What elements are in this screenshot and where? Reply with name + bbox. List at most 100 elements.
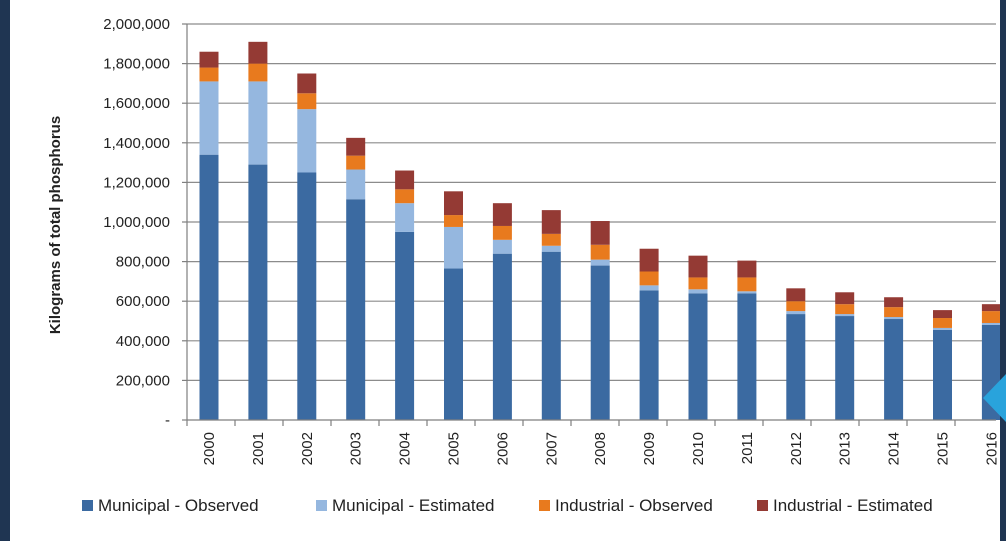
x-tick-label: 2006	[494, 432, 511, 465]
y-tick-labels: - 200,000 400,000 600,000 800,000 1,000,000 1,…	[103, 16, 170, 429]
bar-segment-industrial-observed	[786, 301, 806, 312]
x-tick-label: 2007	[543, 432, 560, 465]
bar-segment-municipal-observed	[639, 290, 659, 420]
x-tick-label: 2012	[788, 432, 805, 465]
bar-segment-municipal-estimated	[688, 289, 708, 294]
bar-segment-industrial-observed	[835, 304, 855, 315]
legend-swatch	[316, 500, 327, 511]
y-tick-label: 800,000	[116, 254, 170, 271]
x-tick-labels: 2000 2001 2002 2003 2004 2005 2006 2007 2008 2009…	[201, 432, 1000, 465]
bar-segment-industrial-estimated	[835, 292, 855, 305]
bar-segment-industrial-observed	[346, 155, 366, 170]
stacked-bar-chart: - 200,000 400,000 600,000 800,000 1,000,000 1,…	[47, 16, 1000, 515]
bar-segment-industrial-observed	[541, 233, 561, 246]
x-tick-label: 2015	[935, 432, 952, 465]
x-tick-label: 2000	[201, 432, 218, 465]
bar-segment-industrial-estimated	[199, 51, 219, 68]
bar-segment-industrial-estimated	[346, 137, 366, 156]
bar-segment-industrial-estimated	[395, 170, 415, 190]
bar-segment-municipal-observed	[248, 164, 268, 420]
bar-segment-industrial-estimated	[884, 297, 904, 308]
bar-segment-industrial-estimated	[933, 310, 952, 319]
x-tick-label: 2008	[592, 432, 609, 465]
x-tick-label: 2002	[299, 432, 316, 465]
bar-segment-municipal-observed	[737, 293, 757, 420]
bar-segment-industrial-observed	[590, 244, 610, 260]
blue-triangle-pointer-icon	[983, 374, 1006, 422]
bar-segment-municipal-estimated	[933, 327, 952, 330]
bar-segment-industrial-estimated	[786, 288, 806, 302]
y-tick-label: 400,000	[116, 333, 170, 350]
bar-segment-industrial-estimated	[981, 304, 1000, 312]
bar-segment-industrial-observed	[297, 93, 317, 110]
x-tick-label: 2016	[983, 432, 1000, 465]
legend: Municipal - Observed Municipal - Estimate…	[82, 496, 933, 515]
bar-segment-municipal-observed	[395, 231, 415, 420]
bar-segment-municipal-observed	[346, 199, 366, 420]
bar-segment-municipal-estimated	[835, 314, 855, 317]
bar-segment-municipal-observed	[835, 316, 855, 420]
bar-segment-municipal-estimated	[248, 81, 268, 165]
bar-segment-municipal-estimated	[297, 109, 317, 173]
legend-swatch	[757, 500, 768, 511]
bar-segment-municipal-estimated	[639, 285, 659, 291]
y-tick-label: 2,000,000	[103, 16, 170, 33]
y-tick-label: -	[165, 412, 170, 429]
bar-segment-industrial-observed	[639, 271, 659, 286]
bar-segment-industrial-estimated	[590, 221, 610, 245]
y-tick-label: 1,400,000	[103, 135, 170, 152]
bar-segment-municipal-estimated	[786, 311, 806, 315]
bar-segment-industrial-estimated	[248, 41, 268, 64]
bar-segment-municipal-observed	[199, 154, 219, 420]
bar-segment-municipal-estimated	[981, 322, 1000, 325]
x-tick-label: 2014	[886, 432, 903, 465]
bars	[199, 41, 1000, 420]
y-tick-label: 1,200,000	[103, 174, 170, 191]
bar-segment-industrial-observed	[933, 318, 952, 328]
bar-segment-industrial-estimated	[444, 191, 463, 216]
legend-swatch	[82, 500, 93, 511]
x-tick-label: 2010	[690, 432, 707, 465]
y-tick-label: 1,600,000	[103, 95, 170, 112]
bar-segment-municipal-observed	[786, 314, 806, 420]
legend-entry: Municipal - Estimated	[332, 496, 495, 515]
x-tick-label: 2009	[641, 432, 658, 465]
x-tick-label: 2003	[348, 432, 365, 465]
x-tick-label: 2001	[250, 432, 267, 465]
legend-entry: Municipal - Observed	[98, 496, 259, 515]
bar-segment-industrial-estimated	[737, 260, 757, 278]
bar-segment-industrial-observed	[444, 215, 463, 227]
bar-segment-municipal-observed	[444, 268, 463, 420]
axes	[182, 23, 996, 426]
bar-segment-municipal-estimated	[199, 81, 219, 155]
bar-segment-municipal-estimated	[590, 259, 610, 266]
bar-segment-municipal-observed	[590, 265, 610, 420]
chart-panel: - 200,000 400,000 600,000 800,000 1,000,000 1,…	[10, 0, 1000, 541]
bar-segment-industrial-observed	[884, 307, 904, 318]
bar-segment-industrial-observed	[199, 67, 219, 82]
bar-segment-industrial-estimated	[639, 248, 659, 272]
x-tick-label: 2005	[446, 432, 463, 465]
bar-segment-municipal-estimated	[737, 291, 757, 294]
bar-segment-municipal-estimated	[444, 226, 463, 269]
bar-segment-industrial-estimated	[297, 73, 317, 94]
bar-segment-municipal-observed	[541, 251, 561, 420]
bar-segment-industrial-observed	[688, 277, 708, 290]
bar-segment-industrial-estimated	[541, 210, 561, 234]
bar-segment-industrial-observed	[248, 63, 268, 82]
bar-segment-industrial-observed	[395, 189, 415, 204]
bar-segment-municipal-observed	[688, 293, 708, 420]
y-tick-label: 600,000	[116, 293, 170, 310]
legend-swatch	[539, 500, 550, 511]
bar-segment-municipal-estimated	[884, 317, 904, 320]
y-axis-label: Kilograms of total phosphorus	[47, 116, 64, 334]
bar-segment-municipal-observed	[933, 329, 952, 420]
y-tick-label: 1,000,000	[103, 214, 170, 231]
legend-entry: Industrial - Estimated	[773, 496, 933, 515]
legend-entry: Industrial - Observed	[555, 496, 713, 515]
y-tick-label: 1,800,000	[103, 56, 170, 73]
bar-segment-municipal-estimated	[541, 245, 561, 252]
bar-segment-municipal-observed	[884, 319, 904, 420]
bar-segment-municipal-observed	[297, 172, 317, 420]
bar-segment-industrial-observed	[492, 225, 512, 240]
